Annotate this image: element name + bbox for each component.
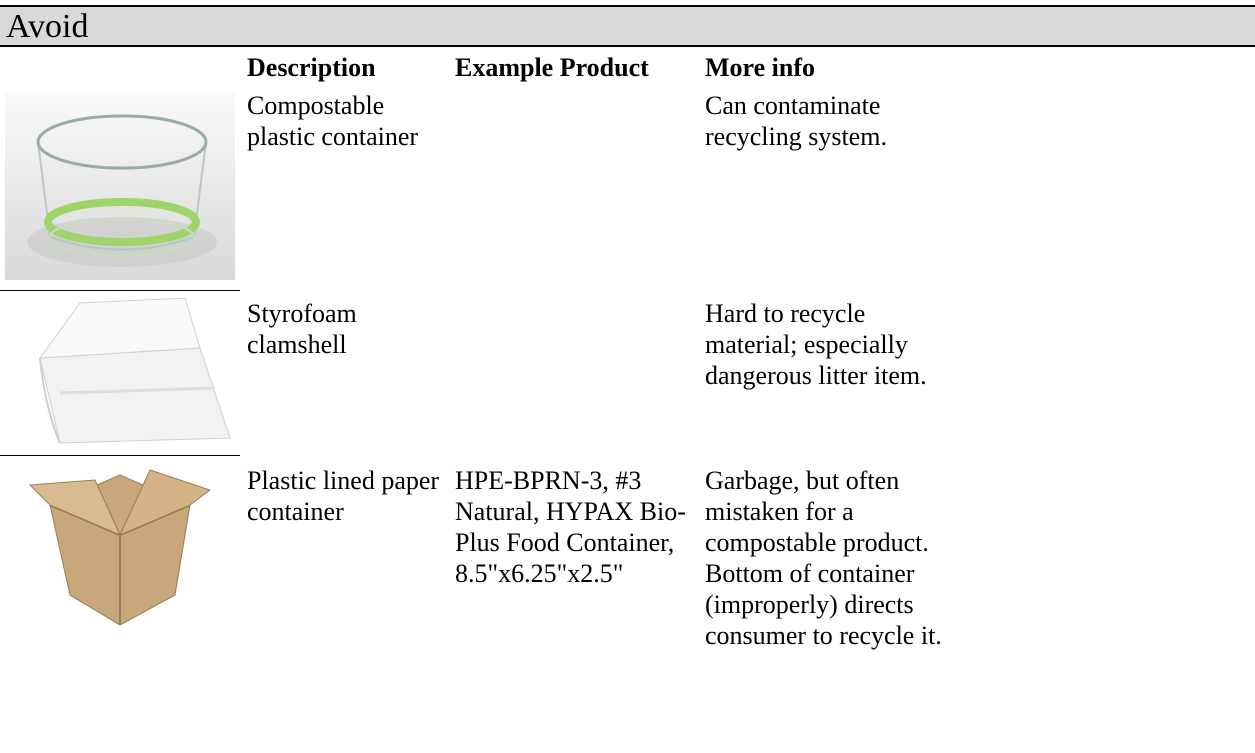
section-title: Avoid [6,8,89,45]
cell-more-info: Hard to recycle material; especially dan… [705,299,927,390]
cell-more-info: Garbage, but often mistaken for a compos… [705,466,942,650]
cell-more-info: Can contaminate recycling system. [705,91,887,151]
column-header: Example Product [455,53,649,82]
column-header: More info [705,53,815,82]
section-header: Avoid [0,5,1255,47]
cell-description: Plastic lined paper container [247,466,440,526]
product-image [38,298,231,444]
row-separator [0,290,240,291]
product-image [5,92,235,280]
row-separator [0,455,240,456]
column-header: Description [247,53,376,82]
cell-description: Styrofoam clamshell [247,299,357,359]
product-image [28,469,212,626]
cell-example-product: HPE-BPRN-3, #3 Natural, HYPAX Bio-Plus F… [455,466,686,588]
cell-description: Compostable plastic container [247,91,419,151]
